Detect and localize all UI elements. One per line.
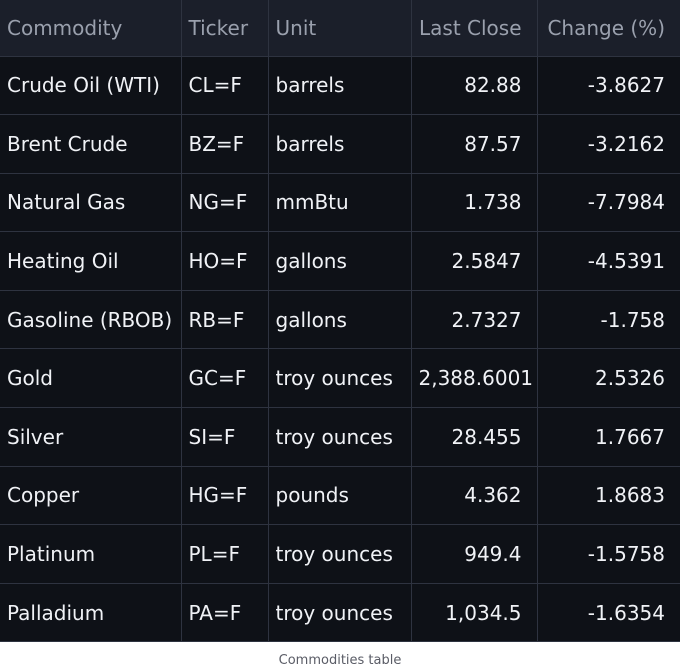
- cell-change[interactable]: -3.2162: [537, 114, 680, 174]
- table-body: Crude Oil (WTI) CL=F barrels 82.88 -3.86…: [0, 56, 680, 642]
- cell-unit[interactable]: gallons: [268, 290, 412, 350]
- commodities-table: Commodity Ticker Unit Last Close Change …: [0, 0, 680, 642]
- cell-commodity[interactable]: Copper: [0, 466, 182, 526]
- cell-commodity[interactable]: Gasoline (RBOB): [0, 290, 182, 350]
- table-row: Platinum PL=F troy ounces 949.4 -1.5758: [0, 524, 680, 584]
- cell-ticker[interactable]: PA=F: [181, 583, 269, 642]
- cell-last-close[interactable]: 1,034.5: [411, 583, 538, 642]
- cell-last-close[interactable]: 2,388.6001: [411, 348, 538, 409]
- column-header-change[interactable]: Change (%): [537, 0, 680, 57]
- cell-commodity[interactable]: Crude Oil (WTI): [0, 56, 182, 116]
- cell-unit[interactable]: barrels: [268, 114, 412, 174]
- cell-change[interactable]: -3.8627: [537, 56, 680, 116]
- header-row: Commodity Ticker Unit Last Close Change …: [0, 0, 680, 57]
- cell-unit[interactable]: troy ounces: [268, 524, 412, 584]
- table-header: Commodity Ticker Unit Last Close Change …: [0, 0, 680, 57]
- cell-last-close[interactable]: 4.362: [411, 466, 538, 526]
- cell-unit[interactable]: troy ounces: [268, 583, 412, 642]
- cell-commodity[interactable]: Gold: [0, 348, 182, 409]
- cell-ticker[interactable]: HO=F: [181, 231, 269, 291]
- cell-change[interactable]: -7.7984: [537, 173, 680, 233]
- table-row: Palladium PA=F troy ounces 1,034.5 -1.63…: [0, 583, 680, 642]
- cell-last-close[interactable]: 87.57: [411, 114, 538, 174]
- cell-ticker[interactable]: GC=F: [181, 348, 269, 409]
- cell-ticker[interactable]: SI=F: [181, 407, 269, 467]
- column-header-last-close[interactable]: Last Close: [411, 0, 538, 57]
- cell-unit[interactable]: mmBtu: [268, 173, 412, 233]
- column-header-ticker[interactable]: Ticker: [181, 0, 269, 57]
- table-row: Crude Oil (WTI) CL=F barrels 82.88 -3.86…: [0, 56, 680, 116]
- cell-last-close[interactable]: 82.88: [411, 56, 538, 116]
- cell-change[interactable]: 2.5326: [537, 348, 680, 409]
- cell-last-close[interactable]: 949.4: [411, 524, 538, 584]
- column-header-unit[interactable]: Unit: [268, 0, 412, 57]
- cell-ticker[interactable]: CL=F: [181, 56, 269, 116]
- cell-change[interactable]: -1.5758: [537, 524, 680, 584]
- cell-unit[interactable]: troy ounces: [268, 407, 412, 467]
- cell-change[interactable]: 1.8683: [537, 466, 680, 526]
- cell-change[interactable]: -1.6354: [537, 583, 680, 642]
- cell-commodity[interactable]: Natural Gas: [0, 173, 182, 233]
- cell-ticker[interactable]: PL=F: [181, 524, 269, 584]
- cell-unit[interactable]: gallons: [268, 231, 412, 291]
- cell-commodity[interactable]: Heating Oil: [0, 231, 182, 291]
- cell-unit[interactable]: troy ounces: [268, 348, 412, 409]
- cell-ticker[interactable]: BZ=F: [181, 114, 269, 174]
- table-row: Brent Crude BZ=F barrels 87.57 -3.2162: [0, 114, 680, 174]
- cell-change[interactable]: -1.758: [537, 290, 680, 350]
- table-row: Natural Gas NG=F mmBtu 1.738 -7.7984: [0, 173, 680, 233]
- cell-commodity[interactable]: Silver: [0, 407, 182, 467]
- table-row: Gold GC=F troy ounces 2,388.6001 2.5326: [0, 348, 680, 409]
- commodities-table-container[interactable]: Commodity Ticker Unit Last Close Change …: [0, 0, 680, 642]
- cell-change[interactable]: 1.7667: [537, 407, 680, 467]
- cell-last-close[interactable]: 2.7327: [411, 290, 538, 350]
- cell-ticker[interactable]: RB=F: [181, 290, 269, 350]
- cell-ticker[interactable]: NG=F: [181, 173, 269, 233]
- cell-unit[interactable]: barrels: [268, 56, 412, 116]
- table-row: Copper HG=F pounds 4.362 1.8683: [0, 466, 680, 526]
- column-header-commodity[interactable]: Commodity: [0, 0, 182, 57]
- table-row: Heating Oil HO=F gallons 2.5847 -4.5391: [0, 231, 680, 291]
- cell-last-close[interactable]: 1.738: [411, 173, 538, 233]
- table-row: Gasoline (RBOB) RB=F gallons 2.7327 -1.7…: [0, 290, 680, 350]
- cell-commodity[interactable]: Platinum: [0, 524, 182, 584]
- cell-last-close[interactable]: 28.455: [411, 407, 538, 467]
- cell-last-close[interactable]: 2.5847: [411, 231, 538, 291]
- table-row: Silver SI=F troy ounces 28.455 1.7667: [0, 407, 680, 467]
- cell-ticker[interactable]: HG=F: [181, 466, 269, 526]
- cell-commodity[interactable]: Palladium: [0, 583, 182, 642]
- cell-unit[interactable]: pounds: [268, 466, 412, 526]
- cell-change[interactable]: -4.5391: [537, 231, 680, 291]
- table-caption: Commodities table: [278, 653, 402, 668]
- cell-commodity[interactable]: Brent Crude: [0, 114, 182, 174]
